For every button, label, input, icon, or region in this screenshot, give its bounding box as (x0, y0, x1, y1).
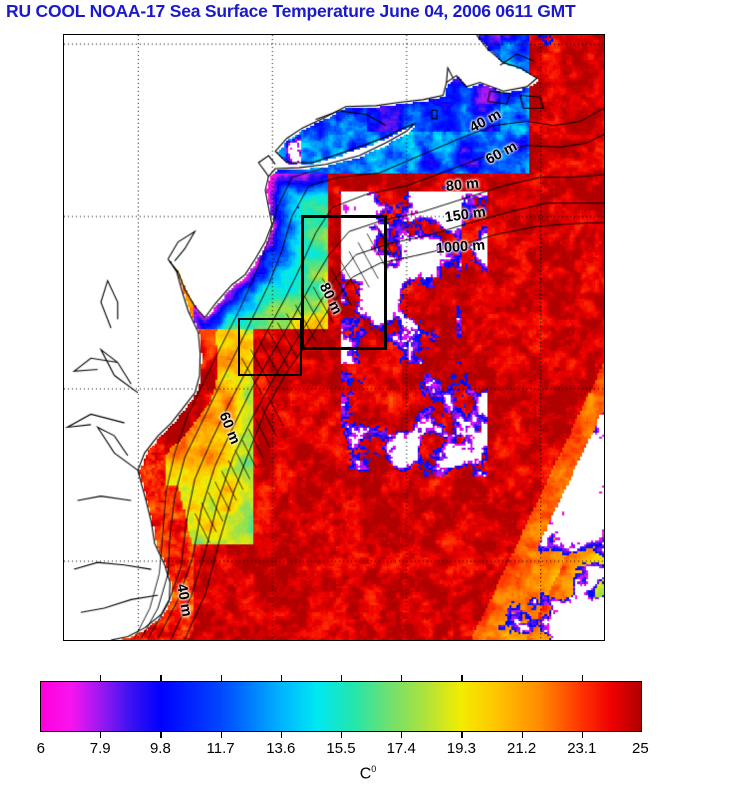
colorbar-tick-label: 7.9 (89, 740, 111, 757)
colorbar-gradient (40, 681, 642, 732)
colorbar-tick (100, 732, 102, 738)
colorbar-tick (100, 675, 102, 681)
colorbar-tick (341, 675, 343, 681)
sst-map-plot[interactable]: 42° 0'40° 0'38° 0'36° 0'−76° 0'−74° 0'−7… (63, 34, 605, 641)
colorbar-tick (160, 732, 162, 738)
x-axis-tick (407, 640, 409, 641)
x-axis-tick (306, 640, 308, 641)
y-axis-tick (63, 476, 64, 478)
y-axis-tick (63, 44, 64, 46)
x-axis-tick (576, 640, 578, 641)
x-axis-tick (441, 640, 443, 641)
colorbar-tick-label: 15.5 (326, 740, 356, 757)
depth-contour-label: 1000 m (435, 237, 486, 257)
secondary-study-box[interactable] (238, 318, 302, 376)
y-axis-tick (63, 217, 64, 219)
y-axis-tick (63, 260, 64, 262)
y-axis-tick (63, 87, 64, 89)
x-axis-tick (239, 640, 241, 641)
colorbar-tick-label: 21.2 (506, 740, 537, 757)
colorbar-tick-label: 13.6 (266, 740, 296, 757)
x-axis-tick (542, 640, 544, 641)
y-axis-tick (63, 519, 64, 521)
y-axis-tick (63, 390, 64, 392)
colorbar-tick (401, 732, 403, 738)
x-axis-tick (71, 640, 73, 641)
colorbar-tick-label: 11.7 (206, 740, 235, 757)
colorbar-tick (521, 732, 523, 738)
colorbar[interactable]: 6 7.9 9.8 11.7 13.6 15.5 17.4 19.3 21.2 23.1 25 (37, 675, 649, 757)
colorbar-tick-label: 17.4 (386, 740, 416, 757)
colorbar-tick (160, 675, 162, 681)
primary-study-box[interactable] (301, 215, 387, 350)
colorbar-tick (581, 732, 583, 738)
colorbar-tick-label: 6 (36, 740, 46, 757)
y-axis-tick (63, 173, 64, 175)
x-axis-tick (138, 640, 140, 641)
x-axis-tick (374, 640, 376, 641)
colorbar-tick (341, 732, 343, 738)
colorbar-tick-label: 25 (631, 740, 649, 757)
colorbar-tick (280, 675, 282, 681)
colorbar-tick (220, 675, 222, 681)
x-axis-tick (172, 640, 174, 641)
colorbar-tick (401, 675, 403, 681)
x-axis-tick (104, 640, 106, 641)
x-axis-tick (273, 640, 275, 641)
coastline-bathymetry-layer (64, 35, 604, 640)
colorbar-unit-label: C0 (359, 764, 377, 783)
y-axis-tick (63, 303, 64, 305)
y-axis-tick (63, 130, 64, 132)
y-axis-tick (63, 433, 64, 435)
y-axis-tick (63, 606, 64, 608)
y-axis-tick (63, 346, 64, 348)
x-axis-tick (508, 640, 510, 641)
colorbar-tick (220, 732, 222, 738)
colorbar-tick (521, 675, 523, 681)
colorbar-tick-label: 9.8 (149, 740, 171, 757)
colorbar-tick (581, 675, 583, 681)
x-axis-tick (340, 640, 342, 641)
colorbar-tick (461, 675, 463, 681)
page-title: RU COOL NOAA-17 Sea Surface Temperature … (6, 1, 576, 21)
x-axis-tick (475, 640, 477, 641)
colorbar-tick-label: 23.1 (567, 740, 597, 757)
x-axis-tick (205, 640, 207, 641)
colorbar-tick (461, 732, 463, 738)
y-axis-tick (63, 562, 64, 564)
colorbar-tick (280, 732, 282, 738)
colorbar-tick-label: 19.3 (446, 740, 476, 757)
